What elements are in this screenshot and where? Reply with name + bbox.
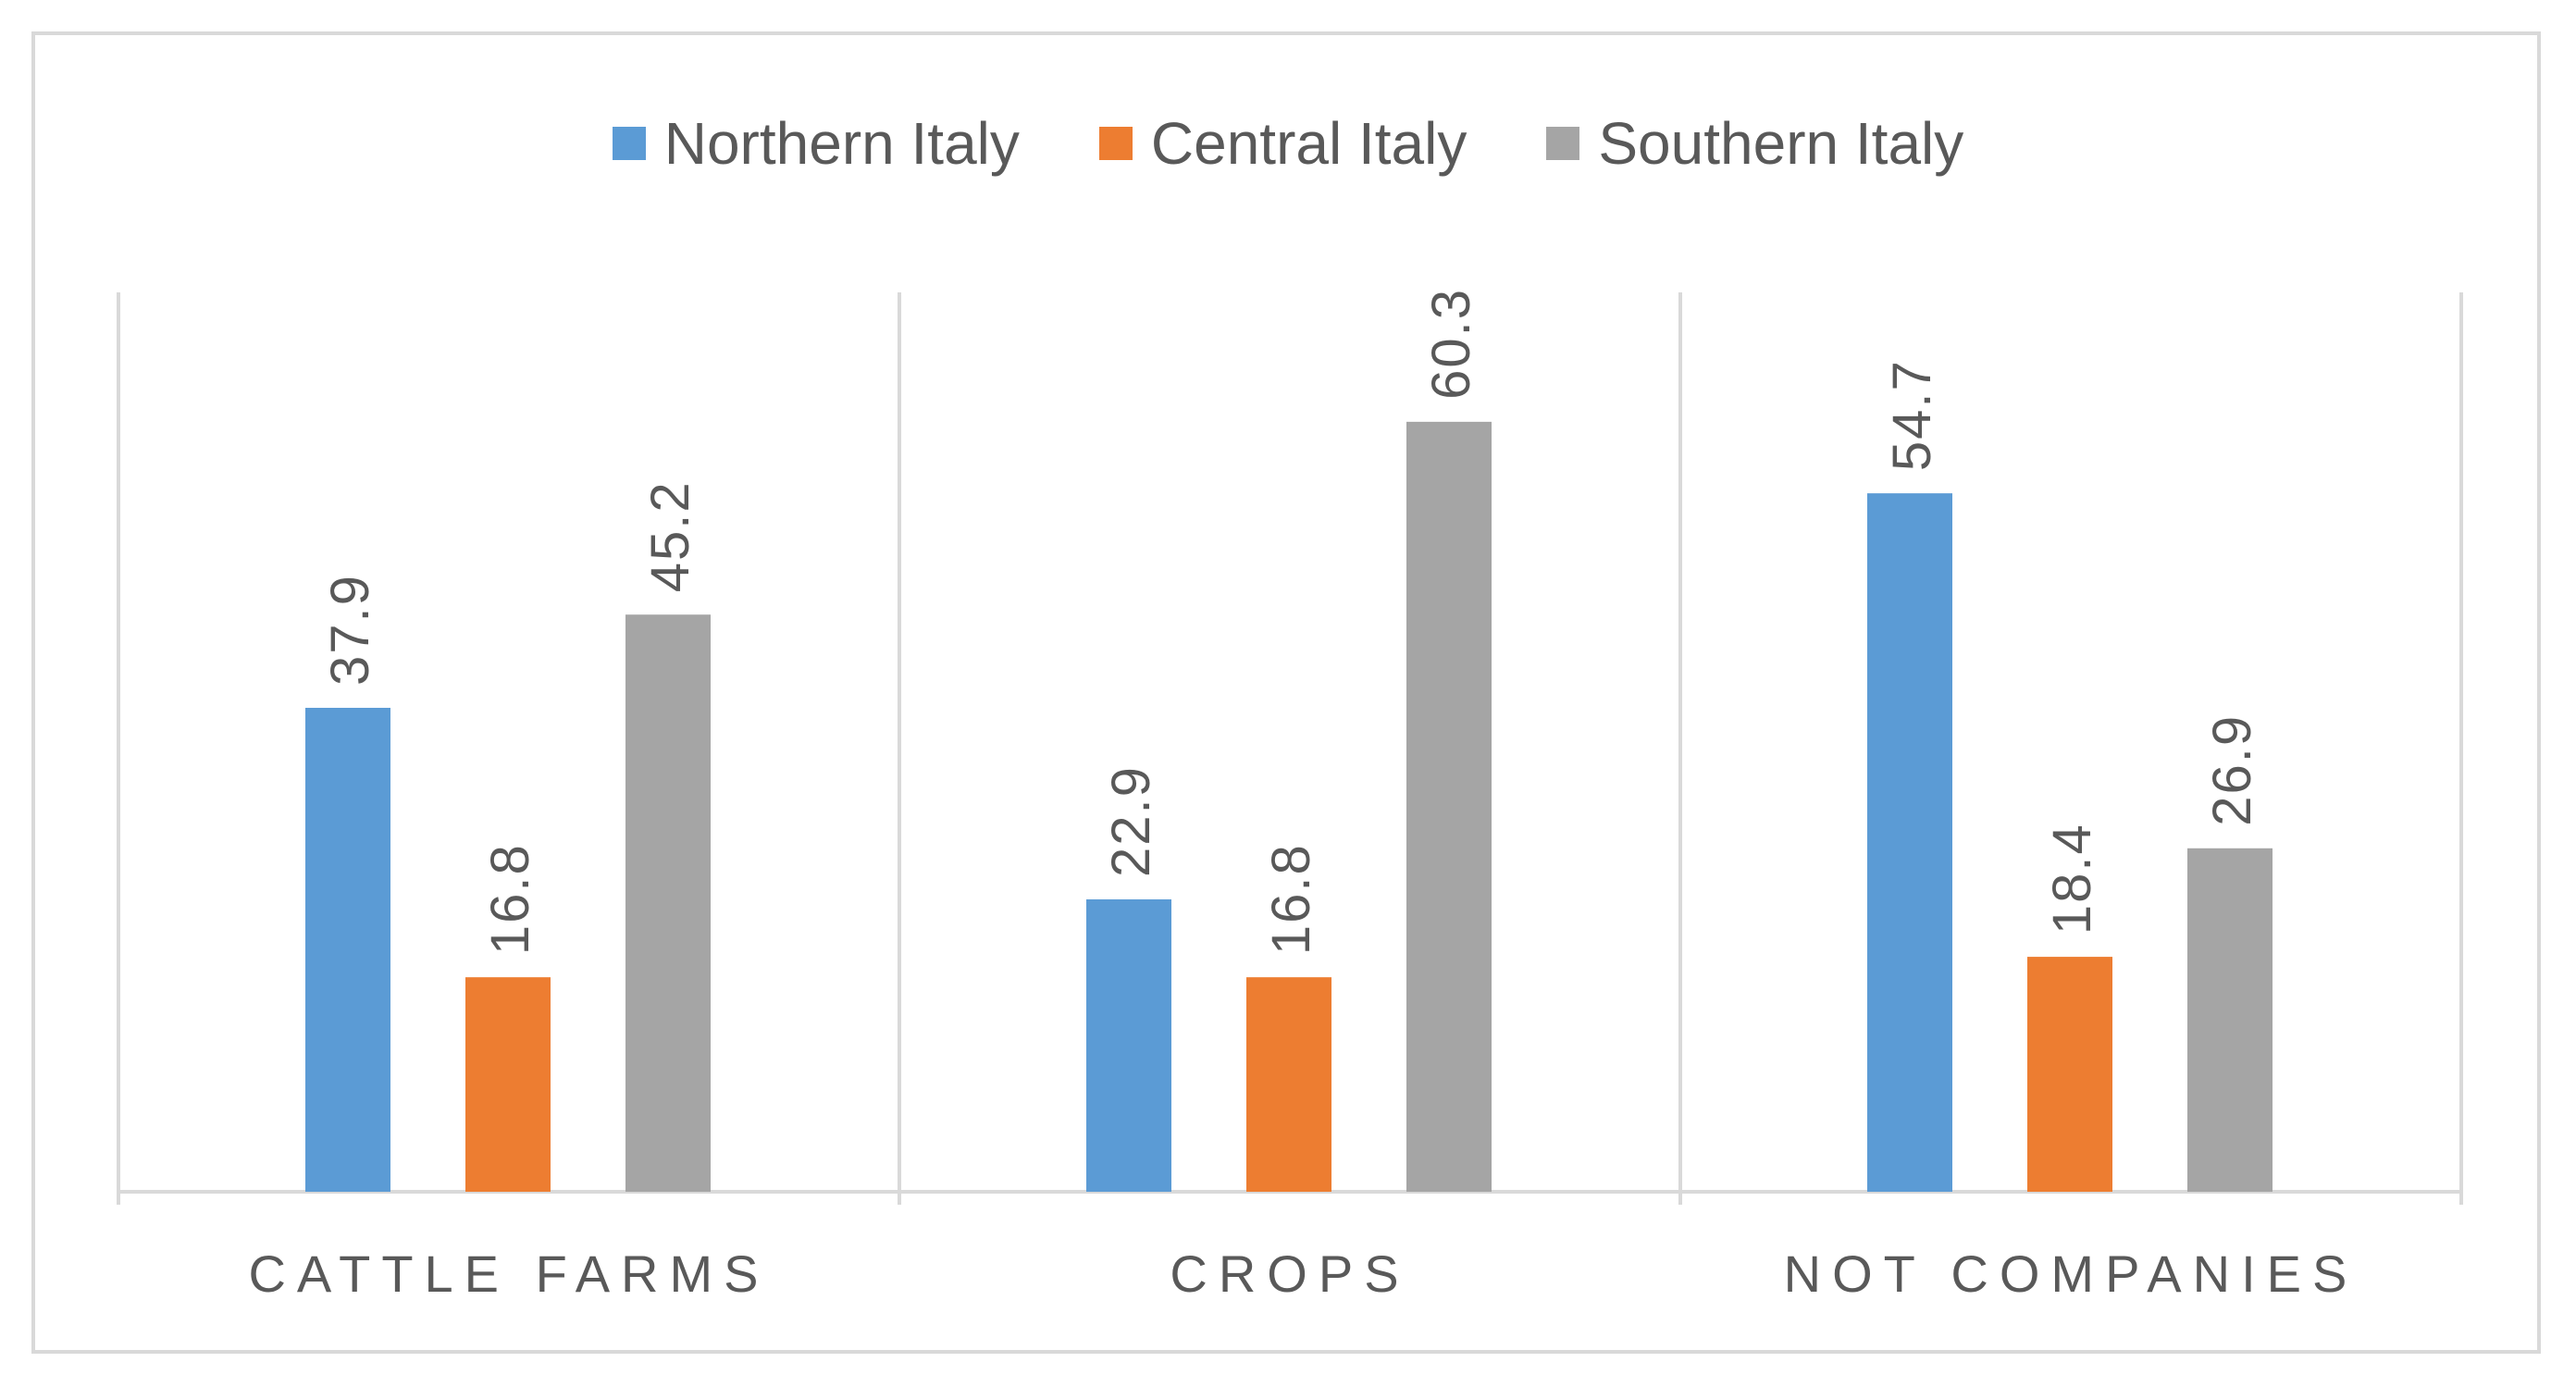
data-label-2-2: 26.9	[2202, 714, 2262, 826]
bar-1-2	[2027, 957, 2112, 1192]
data-label-0-1: 22.9	[1101, 765, 1161, 877]
legend-swatch-central	[1098, 127, 1133, 160]
bar-1-0	[465, 977, 551, 1192]
data-label-2-1: 60.3	[1421, 288, 1481, 400]
legend-label-central: Central Italy	[1150, 110, 1468, 177]
legend-item-southern: Southern Italy	[1546, 114, 1963, 173]
bar-2-0	[625, 614, 711, 1192]
legend-item-central: Central Italy	[1098, 110, 1468, 177]
legend: Northern Italy Central Italy Southern It…	[0, 102, 2576, 185]
legend-label-southern: Southern Italy	[1598, 110, 1964, 177]
data-label-0-0: 37.9	[320, 574, 380, 686]
data-label-1-2: 18.4	[2042, 823, 2102, 935]
data-label-0-2: 54.7	[1882, 359, 1942, 471]
data-label-1-0: 16.8	[480, 843, 540, 955]
legend-item-northern: Northern Italy	[612, 110, 1020, 177]
legend-label-northern: Northern Italy	[663, 110, 1020, 177]
category-label-1: CROPS	[1170, 1245, 1409, 1303]
bar-2-2	[2187, 848, 2273, 1192]
bar-1-1	[1246, 977, 1331, 1192]
legend-swatch-northern	[612, 127, 646, 160]
bar-0-1	[1086, 898, 1171, 1192]
data-label-1-1: 16.8	[1261, 843, 1321, 955]
category-label-2: NOT COMPANIES	[1784, 1245, 2359, 1303]
category-label-0: CATTLE FARMS	[248, 1245, 769, 1303]
bar-2-1	[1406, 421, 1492, 1192]
legend-swatch-southern	[1546, 127, 1580, 160]
bar-0-0	[305, 707, 390, 1192]
bar-0-2	[1867, 493, 1952, 1192]
data-label-2-0: 45.2	[640, 480, 700, 592]
